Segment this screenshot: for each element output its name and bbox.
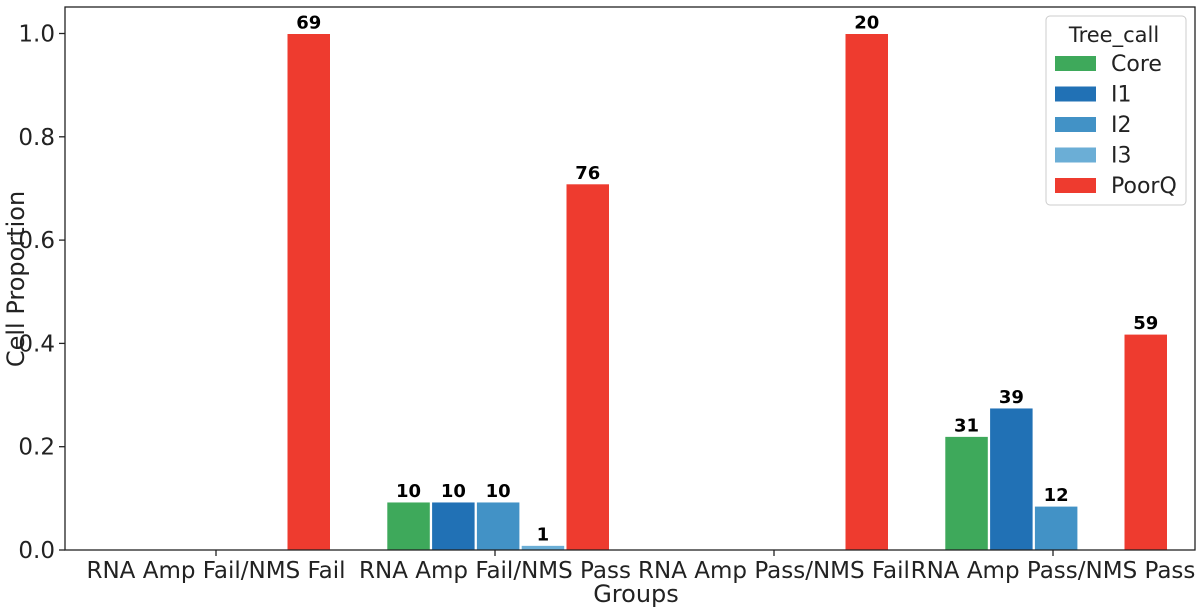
y-tick-label: 0.6 — [18, 228, 55, 254]
y-tick-label: 0.4 — [18, 331, 55, 357]
bar-label-poorq-1: 76 — [575, 163, 600, 184]
bar-core-1 — [386, 501, 431, 551]
bar-poorq-0 — [286, 33, 331, 551]
bar-label-i3-1: 1 — [537, 524, 550, 545]
legend-swatch-poorq — [1055, 178, 1096, 193]
legend-label-core: Core — [1111, 52, 1162, 77]
legend-label-i3: I3 — [1111, 144, 1132, 169]
x-tick-label: RNA Amp Pass/NMS Pass — [911, 558, 1196, 584]
bar-i1-1 — [431, 501, 476, 551]
bar-core-3 — [944, 435, 989, 551]
x-tick-label: RNA Amp Fail/NMS Pass — [359, 558, 631, 584]
y-tick-label: 0.0 — [18, 538, 55, 564]
legend-title: Tree_call — [1068, 23, 1159, 48]
legend-items: Core I1 I2 I3 PoorQ — [1055, 52, 1177, 199]
bar-poorq-3 — [1123, 333, 1168, 551]
x-tick-label: RNA Amp Fail/NMS Fail — [87, 558, 346, 584]
x-tick-label: RNA Amp Pass/NMS Fail — [638, 558, 910, 584]
bar-labels-layer: 69 10 10 10 1 76 20 31 39 12 59 — [296, 13, 1158, 546]
x-axis: RNA Amp Fail/NMS Fail RNA Amp Fail/NMS Pa… — [87, 550, 1196, 584]
legend: Tree_call Core I1 I2 I3 PoorQ — [1045, 15, 1187, 206]
y-axis: 0.0 0.2 0.4 0.6 0.8 1.0 — [18, 22, 65, 564]
bar-i3-1 — [520, 544, 566, 551]
bar-i1-3 — [989, 407, 1034, 551]
legend-label-poorq: PoorQ — [1111, 174, 1177, 199]
legend-label-i2: I2 — [1111, 113, 1132, 138]
bar-label-poorq-3: 59 — [1133, 313, 1158, 334]
legend-label-i1: I1 — [1111, 83, 1132, 108]
legend-swatch-i2 — [1055, 117, 1096, 132]
y-axis-label: Cell Proportion — [2, 191, 30, 367]
bars-layer — [286, 33, 1168, 551]
legend-swatch-core — [1055, 56, 1096, 71]
bar-label-i2-1: 10 — [486, 481, 511, 502]
bar-label-core-3: 31 — [954, 415, 979, 436]
bar-label-i1-1: 10 — [441, 481, 466, 502]
bar-label-i2-3: 12 — [1044, 485, 1069, 506]
bar-label-core-1: 10 — [396, 481, 421, 502]
y-tick-label: 0.2 — [18, 435, 55, 461]
legend-swatch-i3 — [1055, 147, 1096, 163]
y-tick-label: 1.0 — [18, 22, 55, 48]
bar-label-i1-3: 39 — [999, 387, 1024, 408]
plot-frame — [64, 6, 1196, 551]
bar-poorq-1 — [565, 183, 610, 551]
bar-i2-1 — [475, 501, 521, 551]
y-tick-label: 0.8 — [18, 125, 55, 151]
bar-label-poorq-0: 69 — [296, 13, 321, 34]
bar-i2-3 — [1033, 505, 1079, 551]
bar-label-poorq-2: 20 — [854, 13, 879, 34]
legend-swatch-i1 — [1055, 86, 1096, 102]
bar-poorq-2 — [844, 33, 889, 551]
x-axis-label: Groups — [593, 580, 679, 608]
